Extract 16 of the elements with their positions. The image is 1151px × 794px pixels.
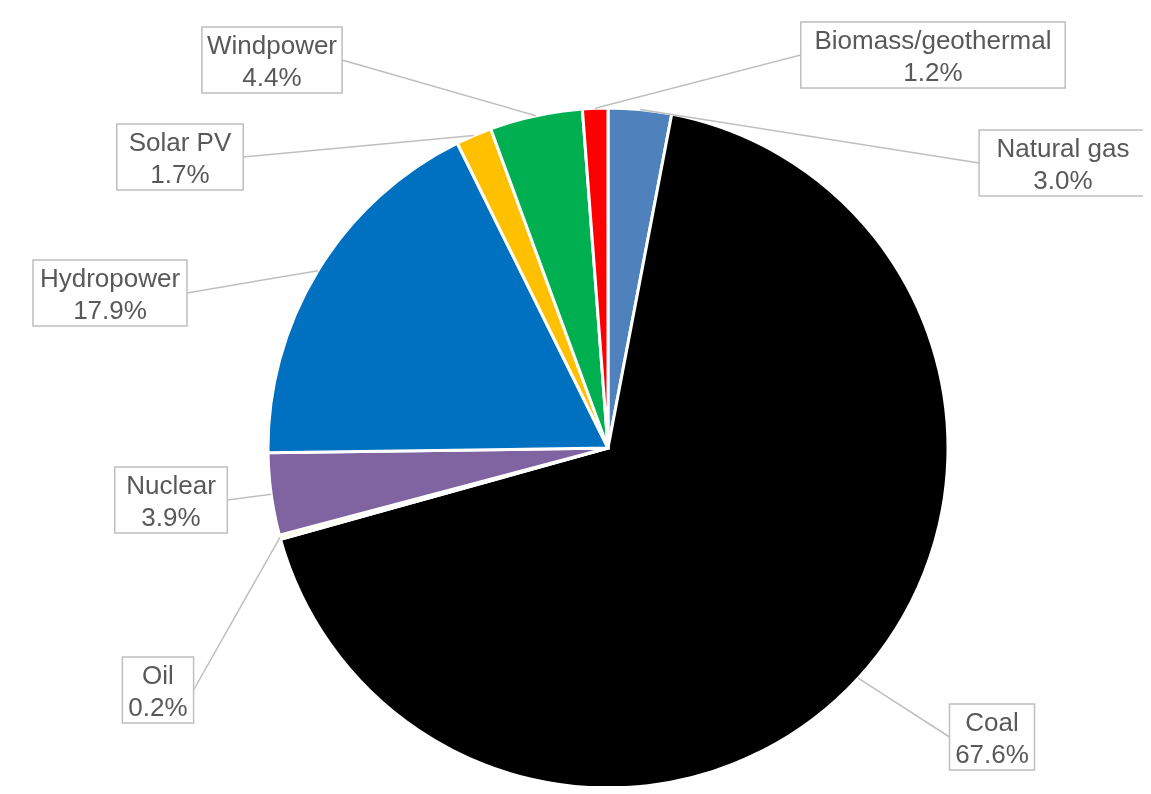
data-label: 17.9% xyxy=(73,295,147,325)
data-label: 4.4% xyxy=(242,62,302,92)
slice-label: Biomass/geothermal xyxy=(814,25,1052,55)
slice-label: Windpower xyxy=(206,30,338,60)
slice-label: Coal xyxy=(965,707,1019,737)
data-label: 67.6% xyxy=(955,739,1029,769)
slice-label: Natural gas xyxy=(996,133,1130,163)
slice-label: Oil xyxy=(142,660,174,690)
data-label: 1.2% xyxy=(903,57,963,87)
data-label: 3.0% xyxy=(1033,165,1093,195)
slice-label: Hydropower xyxy=(39,263,181,293)
data-label: 1.7% xyxy=(150,159,210,189)
data-label: 3.9% xyxy=(141,502,201,532)
slice-label: Solar PV xyxy=(128,127,232,157)
data-label: 0.2% xyxy=(128,692,188,722)
slice-label: Nuclear xyxy=(126,470,217,500)
